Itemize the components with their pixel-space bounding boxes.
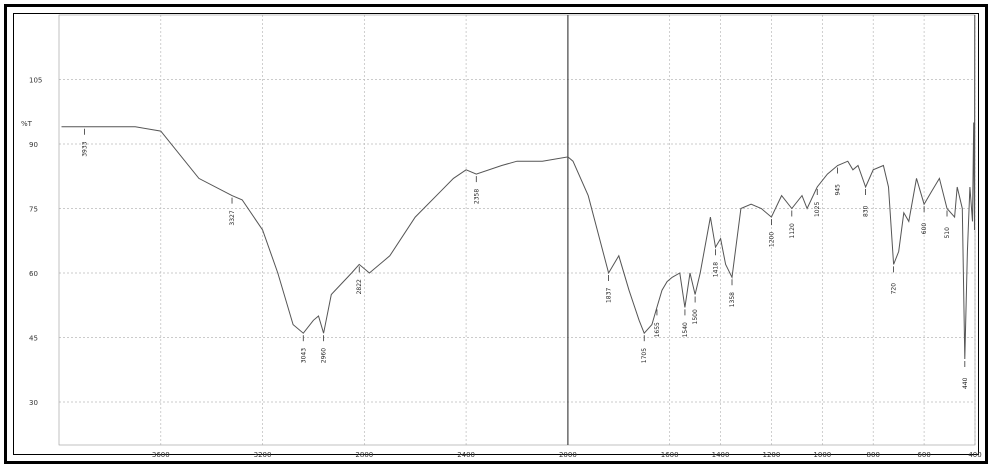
x-tick-label: 2000: [559, 451, 577, 459]
peak-label: 1500: [692, 309, 699, 324]
y-tick-label: 75: [29, 206, 38, 214]
peak-label: 1418: [712, 262, 719, 277]
y-tick-label: 45: [29, 335, 38, 343]
peak-label: 2822: [356, 279, 363, 294]
y-tick-label: 90: [29, 141, 38, 149]
y-tick-label: 30: [29, 399, 38, 407]
peak-label: 1540: [682, 322, 689, 337]
peak-label: 1655: [654, 322, 661, 337]
peak-label: 2960: [321, 348, 328, 363]
peak-label: 2358: [473, 189, 480, 204]
y-tick-label: 60: [29, 270, 38, 278]
chart-inner-frame: [13, 13, 979, 455]
peak-label: 1837: [606, 288, 613, 303]
peak-label: 3933: [81, 141, 88, 156]
x-tick-label: 1000: [813, 451, 831, 459]
x-axis-ticks: 3600 3200 2800 2400 2000 1600 1400 1200 1000 800 6…: [152, 451, 982, 459]
peak-label: 1358: [729, 292, 736, 307]
peak-label: 1120: [789, 223, 796, 238]
peak-label: 510: [944, 227, 951, 239]
peak-label: 600: [921, 223, 928, 235]
x-tick-label: 3600: [152, 451, 170, 459]
x-tick-label: 1600: [661, 451, 679, 459]
peak-label: 945: [835, 184, 842, 196]
chart-frame: 3933 3327 3043 2960 2822 2358 1837 1705 1655 1540…: [4, 4, 988, 464]
spectrum-line: [61, 14, 976, 360]
peak-label: 720: [891, 283, 898, 295]
peak-label: 1200: [768, 232, 775, 247]
x-tick-label: 2800: [355, 451, 373, 459]
peak-label: 3043: [300, 348, 307, 363]
x-tick-label: 2400: [457, 451, 475, 459]
y-axis-ticks: 30 45 60 75 90 105: [29, 77, 42, 408]
peak-label: 440: [962, 377, 969, 389]
x-tick-label: 800: [867, 451, 880, 459]
peak-label: 830: [863, 205, 870, 217]
y-axis-label: %T: [21, 120, 33, 128]
x-tick-label: 400: [968, 451, 981, 459]
y-tick-label: 105: [29, 77, 42, 85]
ir-spectrum-chart: 3933 3327 3043 2960 2822 2358 1837 1705 1655 1540…: [21, 14, 982, 459]
peak-labels: 3933 3327 3043 2960 2822 2358 1837 1705 1655 1540…: [81, 128, 969, 389]
spectrum-trace: [61, 14, 976, 360]
grid-lines: [58, 14, 976, 446]
peak-label: 1025: [814, 202, 821, 217]
peak-label: 1705: [641, 348, 648, 363]
x-tick-label: 600: [917, 451, 930, 459]
x-tick-label: 1200: [763, 451, 781, 459]
x-tick-label: 3200: [254, 451, 272, 459]
peak-label: 3327: [229, 210, 236, 225]
x-tick-label: 1400: [712, 451, 730, 459]
